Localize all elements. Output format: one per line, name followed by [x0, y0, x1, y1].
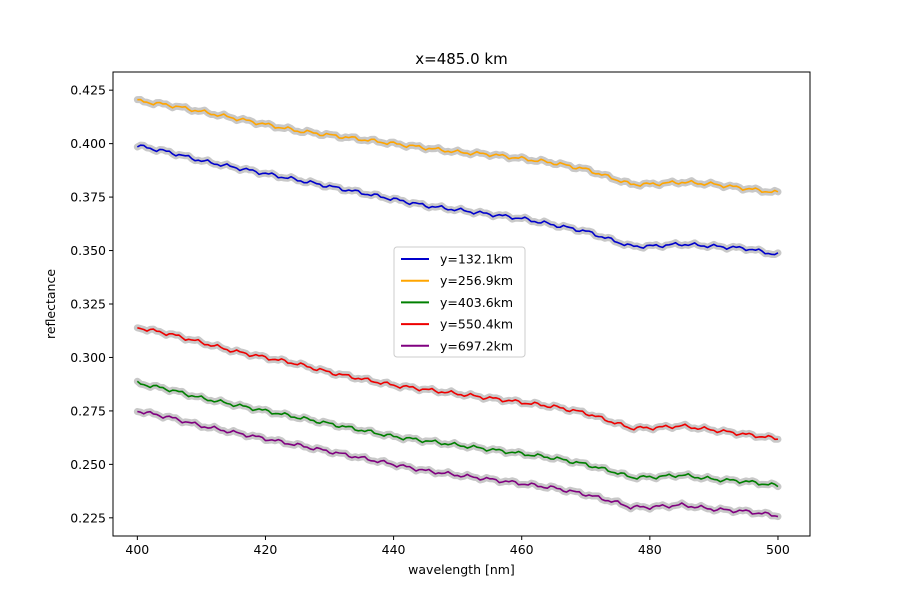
- x-tick-label: 420: [254, 542, 278, 557]
- x-axis: 400 420 440 460 480 500: [125, 536, 790, 557]
- series-line: [136, 144, 779, 256]
- chart-title: x=485.0 km: [415, 50, 507, 68]
- series-line: [137, 410, 779, 518]
- y-tick-label: 0.325: [70, 297, 106, 312]
- y-tick-label: 0.400: [70, 136, 106, 151]
- legend-label: y=550.4km: [440, 317, 513, 332]
- legend: y=132.1km y=256.9km y=403.6km y=550.4km y=69…: [393, 246, 526, 358]
- y-tick-label: 0.425: [70, 83, 106, 98]
- y-tick-label: 0.300: [70, 350, 106, 365]
- x-tick-label: 460: [510, 542, 534, 557]
- y-axis: 0.225 0.250 0.275 0.300 0.325 0.350 0.375 0.400…: [70, 83, 113, 525]
- x-tick-label: 480: [638, 542, 662, 557]
- legend-label: y=256.9km: [440, 273, 513, 288]
- series-line: [137, 327, 778, 441]
- legend-label: y=403.6km: [440, 295, 513, 310]
- series-line: [137, 98, 779, 194]
- uncertainty-band: [133, 96, 782, 196]
- legend-frame: [393, 246, 526, 358]
- y-axis-label: reflectance: [43, 269, 58, 339]
- series-line: [136, 380, 779, 488]
- y-tick-label: 0.350: [70, 243, 106, 258]
- y-tick-label: 0.225: [70, 510, 106, 525]
- series-lines: [136, 98, 779, 518]
- x-tick-label: 440: [382, 542, 406, 557]
- uncertainty-band: [133, 141, 782, 259]
- y-tick-label: 0.375: [70, 190, 106, 205]
- y-tick-label: 0.275: [70, 403, 106, 418]
- legend-label: y=132.1km: [440, 252, 513, 267]
- y-tick-label: 0.250: [70, 457, 106, 472]
- legend-label: y=697.2km: [440, 338, 513, 353]
- x-tick-label: 400: [125, 542, 149, 557]
- x-tick-label: 500: [766, 542, 790, 557]
- x-axis-label: wavelength [nm]: [408, 562, 515, 577]
